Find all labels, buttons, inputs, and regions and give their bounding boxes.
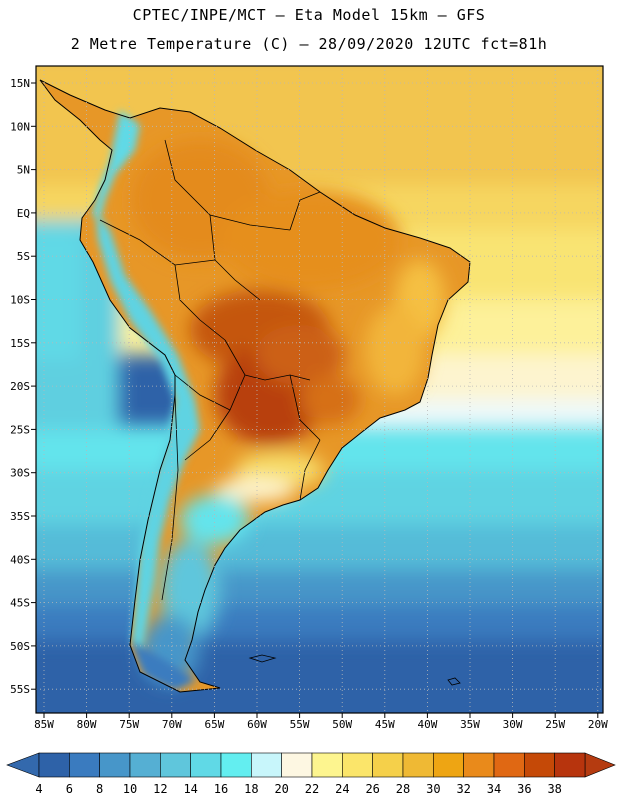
lon-tick-label: 85W <box>34 718 54 731</box>
colorbar-label: 38 <box>547 782 561 796</box>
lat-tick-label: 10N <box>10 120 30 133</box>
map-frame <box>35 65 604 714</box>
lat-tick-label: EQ <box>17 207 30 220</box>
colorbar-label: 16 <box>214 782 228 796</box>
colorbar-label: 22 <box>305 782 319 796</box>
map-title-line1: CPTEC/INPE/MCT – Eta Model 15km – GFS <box>132 6 486 24</box>
lat-tick-label: 25S <box>10 423 30 436</box>
colorbar-swatch <box>372 752 404 778</box>
temperature-field <box>36 66 603 713</box>
colorbar-label: 20 <box>274 782 288 796</box>
colorbar-swatch <box>129 752 161 778</box>
colorbar-swatch <box>220 752 252 778</box>
lon-tick-label: 60W <box>247 718 267 731</box>
colorbar-label: 34 <box>487 782 501 796</box>
colorbar-label: 26 <box>365 782 379 796</box>
colorbar-low-arrow <box>6 752 40 778</box>
colorbar-swatch <box>38 752 70 778</box>
colorbar: 4 6 8 10 12 14 16 18 20 22 24 26 28 30 32 34 36 38 <box>6 752 616 796</box>
lat-tick-label: 30S <box>10 467 30 480</box>
lat-tick-label: 50S <box>10 640 30 653</box>
colorbar-swatch <box>554 752 586 778</box>
colorbar-label: 32 <box>456 782 470 796</box>
lat-tick-label: 55S <box>10 683 30 696</box>
lon-tick-label: 75W <box>119 718 139 731</box>
latitude-axis: 15N 10N 5N EQ 5S 10S 15S 20S 25S 30S 35S 40S 45S 50S 5… <box>10 77 36 696</box>
colorbar-label: 36 <box>517 782 531 796</box>
colorbar-swatch <box>311 752 343 778</box>
lat-tick-label: 20S <box>10 380 30 393</box>
lon-tick-label: 70W <box>162 718 182 731</box>
colorbar-label: 24 <box>335 782 349 796</box>
colorbar-swatch <box>251 752 282 778</box>
colorbar-label: 12 <box>153 782 167 796</box>
colorbar-label: 14 <box>183 782 197 796</box>
lon-tick-label: 25W <box>545 718 565 731</box>
lat-tick-label: 45S <box>10 597 30 610</box>
colorbar-label: 8 <box>96 782 103 796</box>
colorbar-high-arrow <box>584 752 616 778</box>
graticule <box>36 66 603 713</box>
colorbar-swatch <box>433 752 464 778</box>
colorbar-swatch <box>69 752 100 778</box>
lat-tick-label: 5S <box>17 250 30 263</box>
lat-tick-label: 15N <box>10 77 30 90</box>
lon-tick-label: 65W <box>204 718 224 731</box>
colorbar-swatch <box>190 752 222 778</box>
colorbar-swatch <box>524 752 555 778</box>
colorbar-label: 4 <box>35 782 42 796</box>
longitude-axis: 85W 80W 75W 70W 65W 60W 55W 50W 45W 40W 35W 30W 25W 2… <box>34 713 608 731</box>
colorbar-label: 10 <box>123 782 137 796</box>
colorbar-label: 6 <box>66 782 73 796</box>
lat-tick-label: 5N <box>17 164 30 177</box>
colorbar-swatch <box>281 752 313 778</box>
colorbar-swatch <box>463 752 495 778</box>
map-title-line2: 2 Metre Temperature (C) – 28/09/2020 12U… <box>70 35 548 53</box>
colorbar-swatch <box>99 752 131 778</box>
lat-tick-label: 40S <box>10 553 30 566</box>
lon-tick-label: 30W <box>503 718 523 731</box>
lon-tick-label: 35W <box>460 718 480 731</box>
lon-tick-label: 20W <box>588 718 608 731</box>
lon-tick-label: 80W <box>77 718 97 731</box>
lon-tick-label: 50W <box>332 718 352 731</box>
colorbar-label: 28 <box>396 782 410 796</box>
lon-tick-label: 45W <box>375 718 395 731</box>
lat-tick-label: 35S <box>10 510 30 523</box>
lat-tick-label: 10S <box>10 294 30 307</box>
colorbar-swatch <box>493 752 525 778</box>
lat-tick-label: 15S <box>10 337 30 350</box>
colorbar-swatch <box>160 752 191 778</box>
colorbar-label: 18 <box>244 782 258 796</box>
colorbar-swatch <box>342 752 373 778</box>
coastline <box>39 79 471 693</box>
colorbar-label: 30 <box>426 782 440 796</box>
lon-tick-label: 40W <box>417 718 437 731</box>
lon-tick-label: 55W <box>290 718 310 731</box>
colorbar-swatch <box>402 752 434 778</box>
